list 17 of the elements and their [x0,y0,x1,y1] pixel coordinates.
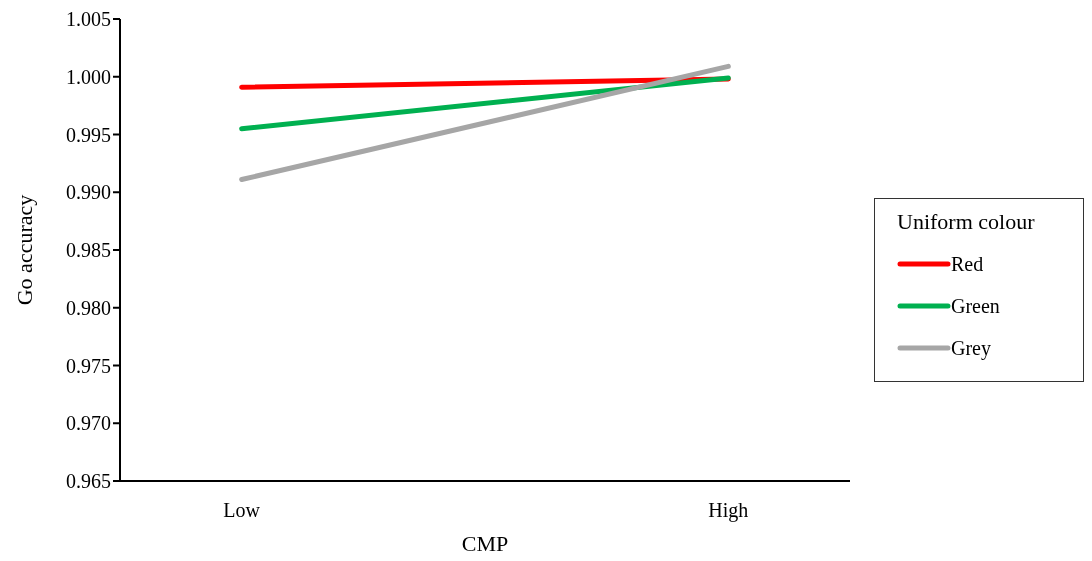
x-axis-title: CMP [461,531,509,556]
x-tick-label: Low [223,499,261,522]
y-tick-label: 1.000 [66,65,111,88]
y-tick-label: 0.985 [66,239,111,262]
y-tick-label: 0.990 [66,181,111,204]
y-tick-label: 0.995 [66,123,111,146]
legend-label: Red [951,252,984,276]
y-tick-label: 0.970 [66,412,111,435]
y-tick-label: 0.965 [66,470,111,493]
y-tick-label: 1.005 [66,8,111,31]
x-tick-label: High [708,499,749,523]
legend-label: Green [951,294,1000,318]
legend-title: Uniform colour [897,209,1036,235]
y-tick-label: 0.975 [66,354,111,377]
y-tick-label: 0.980 [66,296,111,319]
y-axis-title: Go accuracy [11,194,37,306]
legend-label: Grey [951,336,991,360]
